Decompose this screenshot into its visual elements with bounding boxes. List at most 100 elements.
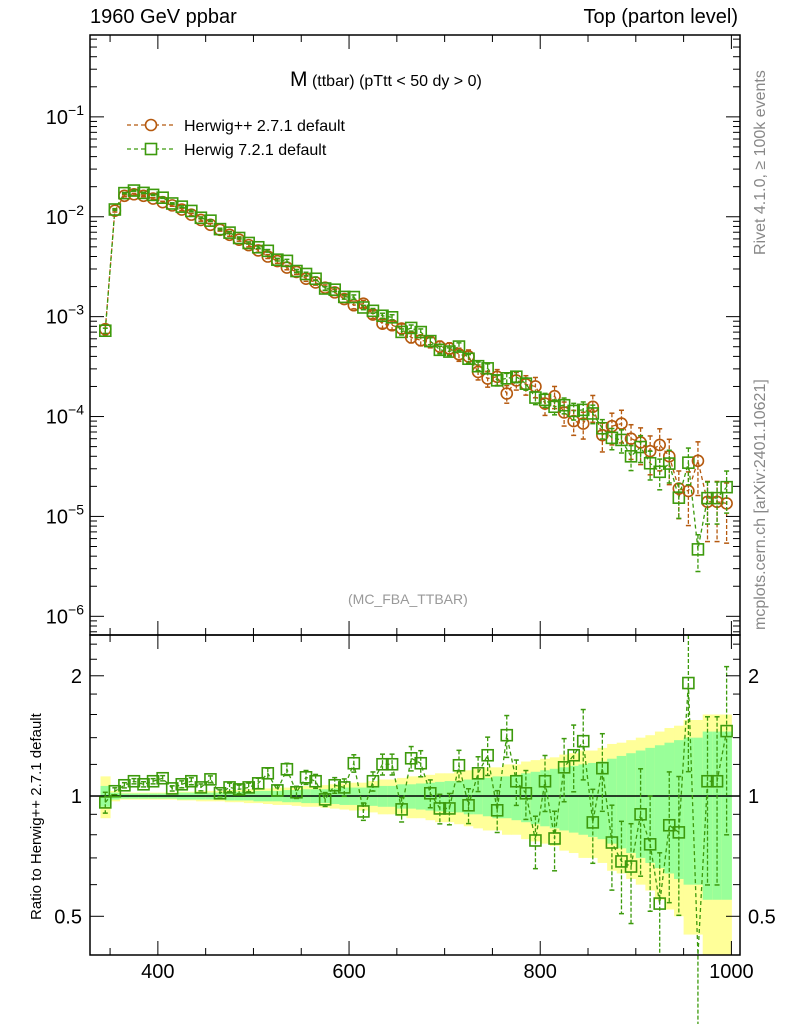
herwig7-ratio-point	[156, 771, 169, 785]
ratio-band-inner	[616, 755, 627, 849]
herwig7-point	[510, 370, 523, 384]
herwig7-ratio-point	[242, 781, 255, 794]
herwig7-ratio-point	[366, 774, 380, 788]
herwig7-point	[586, 407, 600, 420]
legend-item-herwigpp: Herwig++ 2.7.1 default	[127, 118, 346, 135]
herwig7-point	[567, 404, 580, 418]
herwig7-ratio-point	[662, 818, 676, 832]
herwig7-point	[395, 325, 408, 339]
herwig7-ratio-point	[423, 786, 437, 800]
herwig7-ratio-point	[347, 756, 361, 770]
herwig7-ratio-point	[672, 826, 686, 839]
ratio-band-inner	[473, 779, 484, 815]
herwig7-ratio-point	[529, 834, 542, 847]
herwig7-ratio-point	[280, 762, 294, 776]
herwig7-ratio-point	[471, 767, 485, 780]
herwig7-ratio-point	[452, 758, 466, 772]
herwigpp-point	[691, 454, 705, 468]
herwig7-ratio-point	[653, 897, 667, 910]
herwig7-point	[98, 324, 112, 338]
herwig7-ratio-point	[328, 778, 342, 792]
herwig7-point	[615, 433, 628, 447]
herwig7-ratio-point	[519, 786, 533, 800]
herwig7-ratio-point	[318, 793, 332, 806]
ratio-band-inner	[693, 737, 704, 885]
legend-label: Herwig++ 2.7.1 default	[184, 118, 346, 135]
herwig7-ratio-point	[548, 832, 561, 845]
herwig7-ratio-point	[490, 804, 504, 817]
ratio-band-inner	[635, 750, 646, 858]
analysis-name: (MC_FBA_TTBAR)	[348, 591, 468, 607]
ratio-tick-label-right: 2	[748, 666, 759, 688]
herwig7-ratio-point	[643, 838, 657, 851]
herwig7-line	[104, 189, 728, 550]
ratio-band-inner	[530, 771, 541, 825]
herwig7-ratio-point	[701, 774, 714, 788]
herwigpp-point	[576, 417, 590, 430]
herwig7-ratio-point	[443, 802, 456, 815]
herwig7-ratio-point	[710, 774, 724, 788]
herwig7-ratio-point	[596, 761, 609, 775]
herwig7-ratio-point	[720, 724, 733, 738]
herwig7-ratio-point	[510, 774, 523, 788]
herwig7-ratio-point	[586, 816, 600, 829]
herwig7-point	[433, 343, 447, 357]
herwig7-ratio-point	[271, 784, 284, 797]
herwig7-point	[194, 211, 208, 225]
ratio-band-inner	[721, 731, 732, 900]
herwig7-point	[710, 491, 724, 505]
herwig7-ratio-point	[576, 734, 590, 748]
herwigpp-point	[452, 347, 466, 361]
x-tick-label: 1000	[709, 961, 754, 983]
ratio-band-inner	[549, 768, 560, 829]
herwig7-ratio-point	[634, 808, 647, 821]
herwig7-ratio-point	[395, 803, 408, 816]
herwig7-point	[720, 480, 733, 494]
herwig7-ratio-point	[337, 781, 351, 794]
title-rest: (ttbar) (pTtt < 50 dy > 0)	[311, 73, 482, 90]
herwig7-ratio-point	[385, 757, 399, 771]
herwig7-point	[261, 244, 275, 258]
herwig7-point	[108, 203, 122, 216]
herwig7-point	[165, 197, 179, 210]
herwig7-point	[347, 290, 361, 304]
ratio-tick-label-right: 1	[748, 786, 759, 808]
herwig7-ratio-point	[127, 774, 141, 788]
plot-title: M (ttbar) (pTtt < 50 dy > 0)	[290, 68, 482, 92]
herwig7-ratio-point	[232, 783, 246, 796]
legend-circle-marker	[144, 118, 158, 132]
x-tick-label: 600	[332, 961, 365, 983]
herwig7-point	[337, 290, 351, 304]
herwig7-ratio-point	[98, 796, 112, 809]
ratio-tick-label-left: 1	[71, 786, 82, 808]
herwig7-point	[481, 362, 494, 375]
y-tick-label: 10−6	[46, 601, 84, 628]
ratio-band-inner	[482, 777, 493, 817]
herwigpp-point	[653, 438, 667, 452]
ratio-tick-label-left: 0.5	[54, 906, 82, 928]
legend-item-herwig7: Herwig 7.2.1 default	[127, 142, 327, 159]
herwig7-ratio-point	[261, 767, 275, 780]
herwigpp-line	[104, 193, 727, 505]
herwig7-point	[596, 421, 609, 435]
herwig7-ratio-point	[433, 802, 447, 815]
process-label: 1960 GeV ppbar	[90, 6, 237, 28]
y-tick-label: 10−3	[46, 302, 84, 329]
herwig7-point	[290, 264, 303, 278]
ratio-band-inner	[568, 765, 579, 833]
herwig7-ratio-point	[538, 774, 552, 788]
observable-group-label: Top (parton level)	[583, 6, 738, 28]
herwig7-point	[242, 236, 255, 250]
herwig7-ratio-point	[376, 757, 389, 771]
herwig7-point	[471, 359, 485, 373]
y-tick-label: 10−2	[46, 202, 84, 229]
herwig7-point	[500, 372, 514, 385]
herwig7-point	[328, 283, 342, 296]
y-tick-label: 10−5	[46, 501, 84, 528]
herwig7-ratio-point	[175, 777, 189, 791]
legend-square-marker	[144, 142, 158, 156]
herwig7-ratio-point	[165, 782, 179, 795]
herwig7-ratio-point	[118, 778, 131, 792]
ratio-tick-label-right: 0.5	[748, 906, 776, 928]
